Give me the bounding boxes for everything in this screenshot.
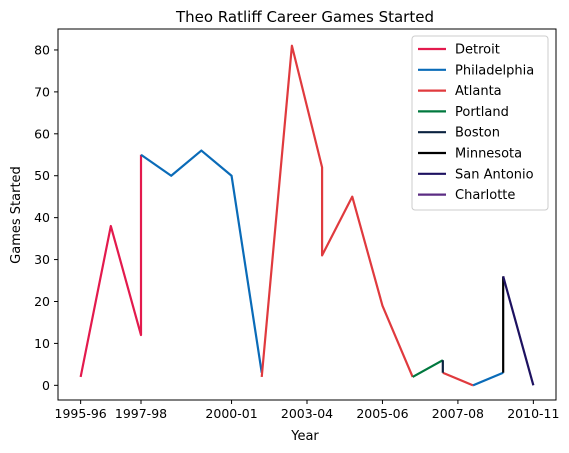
x-axis-label: Year [290, 429, 319, 444]
series-line-segment [442, 371, 474, 387]
y-axis-ticks: 0 10 20 30 40 50 60 70 80 [34, 42, 58, 393]
series-line-philadelphia [140, 149, 263, 373]
y-tick-label: 10 [34, 336, 50, 351]
x-axis-ticks: 1995-96 1997-98 2000-01 2003-04 2005-06 2007-… [55, 400, 559, 421]
y-tick-label: 80 [34, 42, 50, 57]
legend-label: Portland [455, 105, 509, 120]
y-tick-label: 30 [34, 252, 50, 267]
legend-label: Atlanta [455, 84, 502, 99]
plot-lines [79, 44, 535, 387]
series-line-atlanta [260, 44, 414, 378]
x-tick-label: 2000-01 [205, 406, 257, 421]
x-tick-label: 2003-04 [281, 406, 333, 421]
y-axis-label: Games Started [9, 166, 24, 264]
legend-label: Boston [455, 126, 500, 141]
series-line-san-antonio [502, 276, 535, 386]
y-tick-label: 0 [42, 378, 50, 393]
y-tick-label: 20 [34, 294, 50, 309]
legend-label: San Antonio [455, 167, 534, 182]
x-tick-label: 2007-08 [432, 406, 484, 421]
y-tick-label: 40 [34, 210, 50, 225]
legend-label: Detroit [455, 43, 500, 58]
chart-title: Theo Ratliff Career Games Started [175, 8, 434, 26]
y-tick-label: 50 [34, 168, 50, 183]
legend-label: Philadelphia [455, 63, 534, 78]
series-line-segment [472, 371, 504, 387]
x-tick-label: 1995-96 [55, 406, 107, 421]
x-tick-label: 2005-06 [356, 406, 408, 421]
legend-label: Minnesota [455, 147, 522, 162]
x-tick-label: 1997-98 [115, 406, 167, 421]
y-tick-label: 70 [34, 84, 50, 99]
x-tick-label: 2010-11 [507, 406, 559, 421]
legend-box [411, 35, 549, 211]
legend-label: Charlotte [455, 188, 515, 203]
series-line-portland [412, 359, 444, 378]
series-line-detroit [79, 154, 143, 378]
y-tick-label: 60 [34, 126, 50, 141]
legend: Detroit Philadelphia Atlanta Portland Boston… [411, 35, 549, 211]
